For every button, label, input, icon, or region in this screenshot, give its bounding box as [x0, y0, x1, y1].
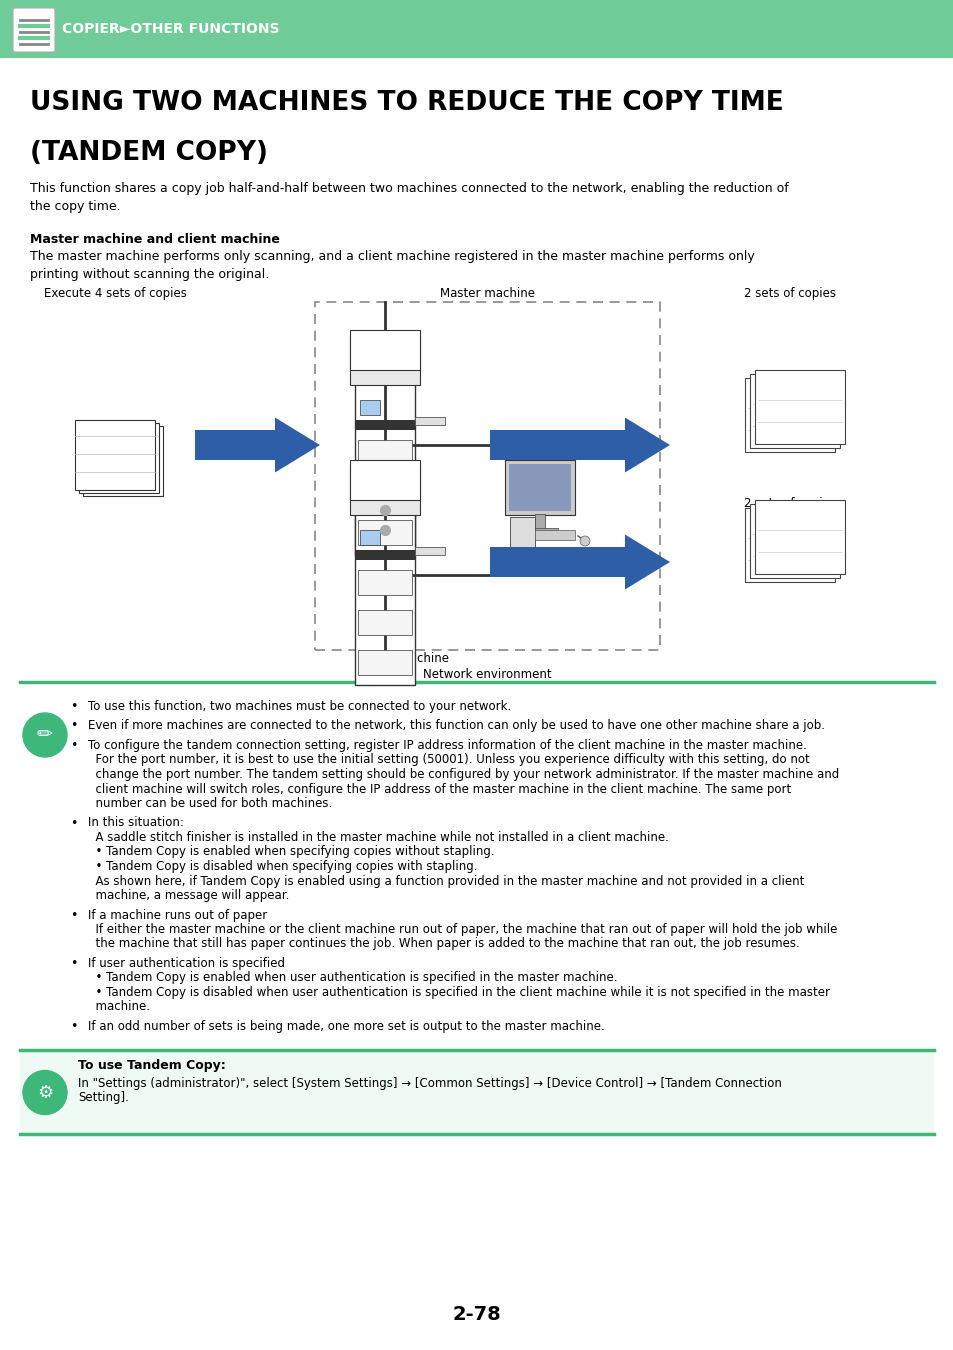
Text: change the port number. The tandem setting should be configured by your network : change the port number. The tandem setti… — [88, 768, 839, 782]
Text: If a machine runs out of paper: If a machine runs out of paper — [88, 909, 267, 922]
Polygon shape — [79, 423, 159, 493]
Text: • Tandem Copy is enabled when user authentication is specified in the master mac: • Tandem Copy is enabled when user authe… — [88, 972, 617, 984]
Text: •: • — [70, 701, 77, 713]
Text: ✏: ✏ — [37, 725, 53, 744]
Text: The master machine performs only scanning, and a client machine registered in th: The master machine performs only scannin… — [30, 250, 754, 263]
Bar — [521, 528, 558, 535]
FancyBboxPatch shape — [13, 8, 55, 53]
Bar — [350, 335, 419, 385]
Text: number can be used for both machines.: number can be used for both machines. — [88, 796, 332, 810]
Text: To use Tandem Copy:: To use Tandem Copy: — [78, 1060, 226, 1072]
Bar — [194, 431, 274, 460]
Text: (TANDEM COPY): (TANDEM COPY) — [30, 140, 268, 166]
Circle shape — [23, 1071, 67, 1115]
Polygon shape — [754, 500, 844, 574]
Text: •: • — [70, 720, 77, 733]
Bar — [535, 514, 544, 531]
Text: If user authentication is specified: If user authentication is specified — [88, 957, 285, 971]
Polygon shape — [744, 508, 834, 582]
Text: Network environment: Network environment — [423, 668, 551, 680]
Text: •: • — [70, 957, 77, 971]
Text: the machine that still has paper continues the job. When paper is added to the m: the machine that still has paper continu… — [88, 937, 799, 950]
Text: Master machine: Master machine — [439, 288, 535, 300]
Text: •: • — [70, 738, 77, 752]
Polygon shape — [83, 427, 163, 495]
Text: Client machine: Client machine — [360, 652, 449, 666]
Bar — [504, 460, 575, 514]
Text: 2 sets of copies: 2 sets of copies — [743, 497, 835, 510]
Bar — [490, 431, 624, 460]
Bar — [359, 531, 379, 545]
Polygon shape — [749, 504, 840, 578]
Bar — [535, 531, 575, 540]
Text: client machine will switch roles, configure the IP address of the master machine: client machine will switch roles, config… — [88, 783, 790, 795]
Bar — [20, 1052, 933, 1134]
Bar — [509, 464, 571, 512]
Text: • Tandem Copy is enabled when specifying copies without stapling.: • Tandem Copy is enabled when specifying… — [88, 845, 494, 859]
Text: In "Settings (administrator)", select [System Settings] → [Common Settings] → [D: In "Settings (administrator)", select [S… — [78, 1077, 781, 1091]
Bar — [415, 417, 444, 425]
Bar — [490, 547, 624, 576]
Bar — [357, 440, 412, 464]
Text: USING TWO MACHINES TO REDUCE THE COPY TIME: USING TWO MACHINES TO REDUCE THE COPY TI… — [30, 90, 783, 116]
Bar — [355, 464, 415, 684]
Text: printing without scanning the original.: printing without scanning the original. — [30, 269, 269, 281]
Text: machine, a message will appear.: machine, a message will appear. — [88, 890, 289, 902]
Text: If either the master machine or the client machine run out of paper, the machine: If either the master machine or the clie… — [88, 923, 837, 936]
Text: Setting].: Setting]. — [78, 1092, 129, 1104]
Circle shape — [23, 713, 67, 757]
Text: the copy time.: the copy time. — [30, 200, 120, 213]
Bar — [359, 400, 379, 414]
Text: ⚙: ⚙ — [37, 1084, 53, 1102]
Text: •: • — [70, 1021, 77, 1033]
Bar — [357, 610, 412, 634]
Text: 2 sets of copies: 2 sets of copies — [743, 288, 835, 300]
Polygon shape — [744, 378, 834, 452]
Text: A saddle stitch finisher is installed in the master machine while not installed : A saddle stitch finisher is installed in… — [88, 832, 668, 844]
Text: Master machine and client machine: Master machine and client machine — [30, 234, 279, 246]
Bar — [357, 649, 412, 675]
Text: machine.: machine. — [88, 1000, 150, 1014]
Bar — [355, 420, 415, 431]
Text: Even if more machines are connected to the network, this function can only be us: Even if more machines are connected to t… — [88, 720, 824, 733]
Polygon shape — [75, 420, 154, 490]
Text: In this situation:: In this situation: — [88, 817, 184, 829]
Text: This function shares a copy job half-and-half between two machines connected to : This function shares a copy job half-and… — [30, 182, 788, 194]
Polygon shape — [754, 370, 844, 444]
Bar — [510, 517, 535, 555]
Bar — [357, 570, 412, 595]
Bar — [357, 481, 412, 505]
Bar — [415, 547, 444, 555]
Polygon shape — [749, 374, 840, 448]
Bar — [350, 460, 419, 500]
Text: •: • — [70, 909, 77, 922]
Bar — [350, 329, 419, 370]
Text: 2-78: 2-78 — [452, 1305, 501, 1324]
Polygon shape — [624, 535, 669, 590]
Bar — [0, 0, 953, 58]
Polygon shape — [274, 417, 319, 472]
Text: To use this function, two machines must be connected to your network.: To use this function, two machines must … — [88, 701, 511, 713]
Text: For the port number, it is best to use the initial setting (50001). Unless you e: For the port number, it is best to use t… — [88, 753, 809, 767]
Text: • Tandem Copy is disabled when specifying copies with stapling.: • Tandem Copy is disabled when specifyin… — [88, 860, 477, 873]
Text: To configure the tandem connection setting, register IP address information of t: To configure the tandem connection setti… — [88, 738, 806, 752]
Text: If an odd number of sets is being made, one more set is output to the master mac: If an odd number of sets is being made, … — [88, 1021, 604, 1033]
Bar — [355, 549, 415, 560]
Polygon shape — [624, 417, 669, 472]
Text: COPIER►OTHER FUNCTIONS: COPIER►OTHER FUNCTIONS — [62, 22, 279, 36]
Text: •: • — [70, 817, 77, 829]
Bar — [355, 335, 415, 555]
Bar — [357, 520, 412, 545]
Text: As shown here, if Tandem Copy is enabled using a function provided in the master: As shown here, if Tandem Copy is enabled… — [88, 875, 803, 887]
Text: Execute 4 sets of copies: Execute 4 sets of copies — [44, 288, 186, 300]
Bar — [350, 464, 419, 514]
Circle shape — [579, 536, 589, 545]
Text: • Tandem Copy is disabled when user authentication is specified in the client ma: • Tandem Copy is disabled when user auth… — [88, 986, 829, 999]
